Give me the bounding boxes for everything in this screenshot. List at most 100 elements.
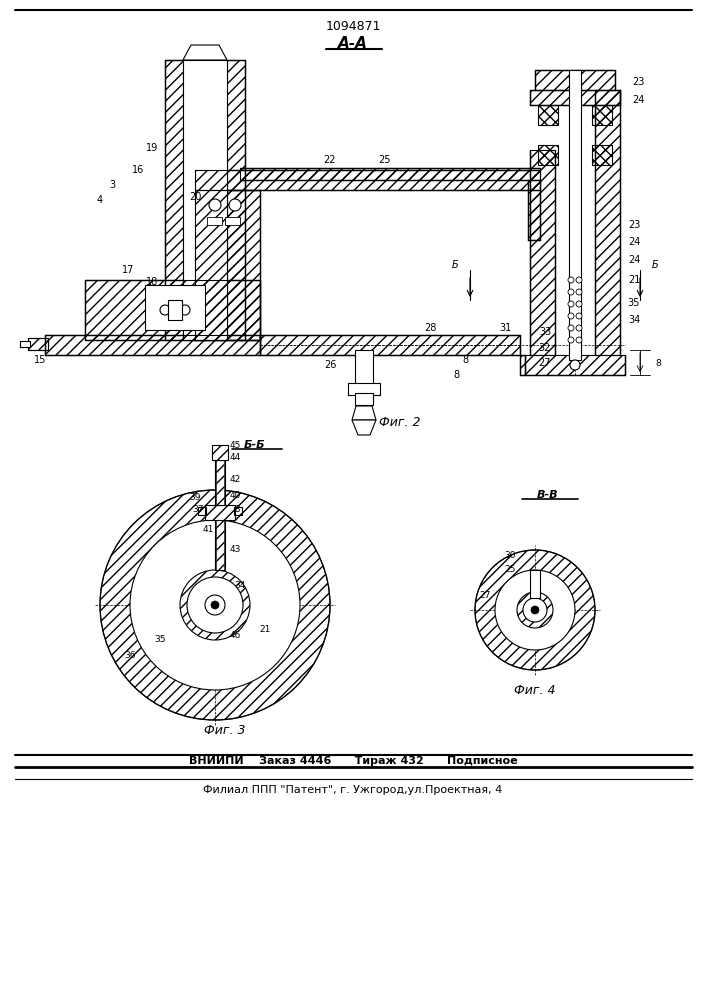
Circle shape xyxy=(211,601,219,609)
Circle shape xyxy=(576,313,582,319)
Text: А-А: А-А xyxy=(338,35,368,50)
Bar xyxy=(355,393,373,405)
Text: Филиал ППП "Патент", г. Ужгород,ул.Проектная, 4: Филиал ППП "Патент", г. Ужгород,ул.Проек… xyxy=(204,785,503,795)
Text: 25: 25 xyxy=(504,566,515,574)
Text: 27: 27 xyxy=(479,590,491,599)
Text: 8: 8 xyxy=(462,355,468,365)
Circle shape xyxy=(576,337,582,343)
Circle shape xyxy=(100,490,330,720)
Text: 20: 20 xyxy=(189,192,201,202)
Text: 43: 43 xyxy=(229,546,240,554)
Bar xyxy=(538,105,558,125)
Circle shape xyxy=(523,598,547,622)
Bar xyxy=(538,145,558,165)
Bar xyxy=(592,145,612,165)
Bar xyxy=(205,505,235,520)
Circle shape xyxy=(568,289,574,295)
Circle shape xyxy=(576,325,582,331)
Text: 9: 9 xyxy=(567,75,573,85)
Bar xyxy=(260,335,520,355)
Text: 33: 33 xyxy=(539,327,551,337)
Circle shape xyxy=(568,277,574,283)
Text: 23: 23 xyxy=(632,77,644,87)
Polygon shape xyxy=(352,420,376,435)
Text: 35: 35 xyxy=(154,636,165,645)
Text: 8: 8 xyxy=(655,359,661,367)
Polygon shape xyxy=(352,406,376,420)
Text: 40: 40 xyxy=(229,490,240,499)
Text: 39: 39 xyxy=(189,492,201,502)
Text: 4: 4 xyxy=(97,195,103,205)
Bar xyxy=(225,217,240,225)
Text: Б: Б xyxy=(452,260,458,270)
Circle shape xyxy=(568,313,574,319)
Text: 25: 25 xyxy=(379,155,391,165)
Circle shape xyxy=(570,360,580,370)
Text: 21: 21 xyxy=(628,275,640,285)
Text: Б-Б: Б-Б xyxy=(244,440,266,450)
Bar xyxy=(165,60,183,340)
Text: 37: 37 xyxy=(192,506,204,514)
Bar xyxy=(45,335,260,355)
Circle shape xyxy=(475,550,595,670)
Circle shape xyxy=(205,595,225,615)
Circle shape xyxy=(568,325,574,331)
Text: 34: 34 xyxy=(628,315,640,325)
Text: Б: Б xyxy=(652,260,658,270)
Bar xyxy=(216,455,224,505)
Bar xyxy=(195,190,260,340)
Text: 19: 19 xyxy=(146,143,158,153)
Circle shape xyxy=(187,577,243,633)
Polygon shape xyxy=(168,300,182,320)
Bar xyxy=(20,341,30,347)
Text: 31: 31 xyxy=(499,323,511,333)
Text: 18: 18 xyxy=(146,277,158,287)
Bar xyxy=(528,180,540,240)
Circle shape xyxy=(229,199,241,211)
Text: ВНИИПИ    Заказ 4446      Тираж 432      Подписное: ВНИИПИ Заказ 4446 Тираж 432 Подписное xyxy=(189,756,518,766)
Circle shape xyxy=(568,337,574,343)
Bar xyxy=(535,70,615,90)
Bar xyxy=(85,280,260,340)
Text: В-В: В-В xyxy=(537,490,559,500)
Circle shape xyxy=(130,520,300,690)
Bar xyxy=(205,505,235,520)
Circle shape xyxy=(576,289,582,295)
Bar xyxy=(207,217,222,225)
Bar xyxy=(520,355,525,375)
Circle shape xyxy=(180,305,190,315)
Bar xyxy=(569,70,581,360)
Text: 24: 24 xyxy=(628,255,640,265)
Text: 38: 38 xyxy=(229,506,241,514)
Circle shape xyxy=(576,277,582,283)
Bar xyxy=(145,285,205,330)
Bar xyxy=(227,60,245,340)
Text: 46: 46 xyxy=(229,631,240,640)
Circle shape xyxy=(160,305,170,315)
Bar xyxy=(525,355,625,375)
Text: 1094871: 1094871 xyxy=(325,20,381,33)
Bar xyxy=(592,105,612,125)
Bar xyxy=(28,338,48,350)
Text: 8: 8 xyxy=(453,370,459,380)
Text: 21: 21 xyxy=(259,626,271,635)
Text: 34: 34 xyxy=(234,580,246,589)
Text: 41: 41 xyxy=(202,526,214,534)
Bar xyxy=(355,350,373,385)
Bar xyxy=(216,515,224,570)
Polygon shape xyxy=(183,45,227,60)
Text: 23: 23 xyxy=(628,220,640,230)
Bar xyxy=(212,445,228,460)
Circle shape xyxy=(568,301,574,307)
Circle shape xyxy=(531,606,539,614)
Bar xyxy=(198,507,206,515)
Text: Фиг. 3: Фиг. 3 xyxy=(204,724,246,736)
Text: 44: 44 xyxy=(229,452,240,462)
Circle shape xyxy=(576,301,582,307)
Text: 42: 42 xyxy=(229,476,240,485)
Text: 30: 30 xyxy=(504,550,515,560)
Text: Фиг. 2: Фиг. 2 xyxy=(379,416,421,428)
Bar xyxy=(195,170,540,190)
Text: Фиг. 4: Фиг. 4 xyxy=(514,684,556,696)
Bar xyxy=(183,60,227,340)
